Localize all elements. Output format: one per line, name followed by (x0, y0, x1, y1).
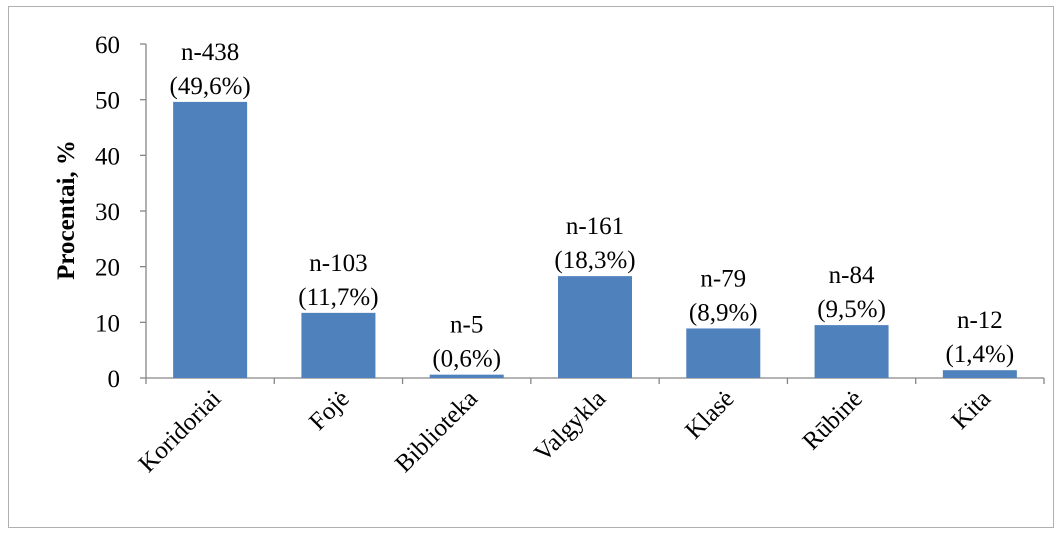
y-tick-label: 30 (95, 199, 120, 226)
bar (942, 370, 1017, 378)
y-tick-label: 10 (95, 310, 120, 337)
category-labels: Koridoriai Fojė Biblioteka Valgykla Klasė Rūb… (134, 385, 996, 478)
data-label-percent: (18,3%) (554, 247, 635, 274)
category-label: Rūbinė (798, 385, 868, 455)
category-label: Koridoriai (134, 385, 227, 478)
bars (173, 101, 1017, 378)
bar (173, 101, 248, 378)
data-label-percent: (1,4%) (945, 341, 1014, 368)
y-tick-label: 0 (108, 366, 121, 393)
y-tick-label: 60 (95, 32, 120, 59)
category-label: Kita (947, 385, 997, 435)
category-label: Fojė (304, 385, 355, 436)
bar (814, 325, 889, 378)
axes: 0 10 20 30 40 50 60 (95, 32, 1045, 393)
data-label-count: n-84 (829, 262, 875, 289)
data-label-percent: (8,9%) (689, 299, 758, 326)
category-label: Klasė (680, 385, 739, 444)
data-label-count: n-438 (181, 39, 239, 66)
y-tick-label: 40 (95, 143, 120, 170)
data-label-percent: (9,5%) (817, 296, 886, 323)
y-tick-label: 50 (95, 88, 120, 115)
bar (558, 276, 632, 378)
y-axis-label: Procentai, % (53, 140, 80, 280)
bar (429, 374, 504, 378)
data-label-count: n-103 (309, 250, 367, 277)
data-label-percent: (11,7%) (298, 284, 378, 311)
data-label-percent: (0,6%) (432, 346, 501, 373)
data-label-count: n-79 (700, 265, 746, 292)
category-label: Valgykla (529, 385, 611, 467)
data-labels: n-438 (49,6%) n-103 (11,7%) n-5 (0,6%) n-161 (1… (170, 39, 1015, 373)
data-label-count: n-12 (957, 307, 1003, 334)
y-tick-label: 20 (95, 255, 120, 282)
data-label-count: n-5 (450, 312, 483, 339)
data-label-percent: (49,6%) (170, 73, 251, 100)
data-label-count: n-161 (566, 213, 624, 240)
bar (686, 328, 761, 378)
category-label: Biblioteka (390, 385, 483, 478)
bar (301, 312, 376, 378)
